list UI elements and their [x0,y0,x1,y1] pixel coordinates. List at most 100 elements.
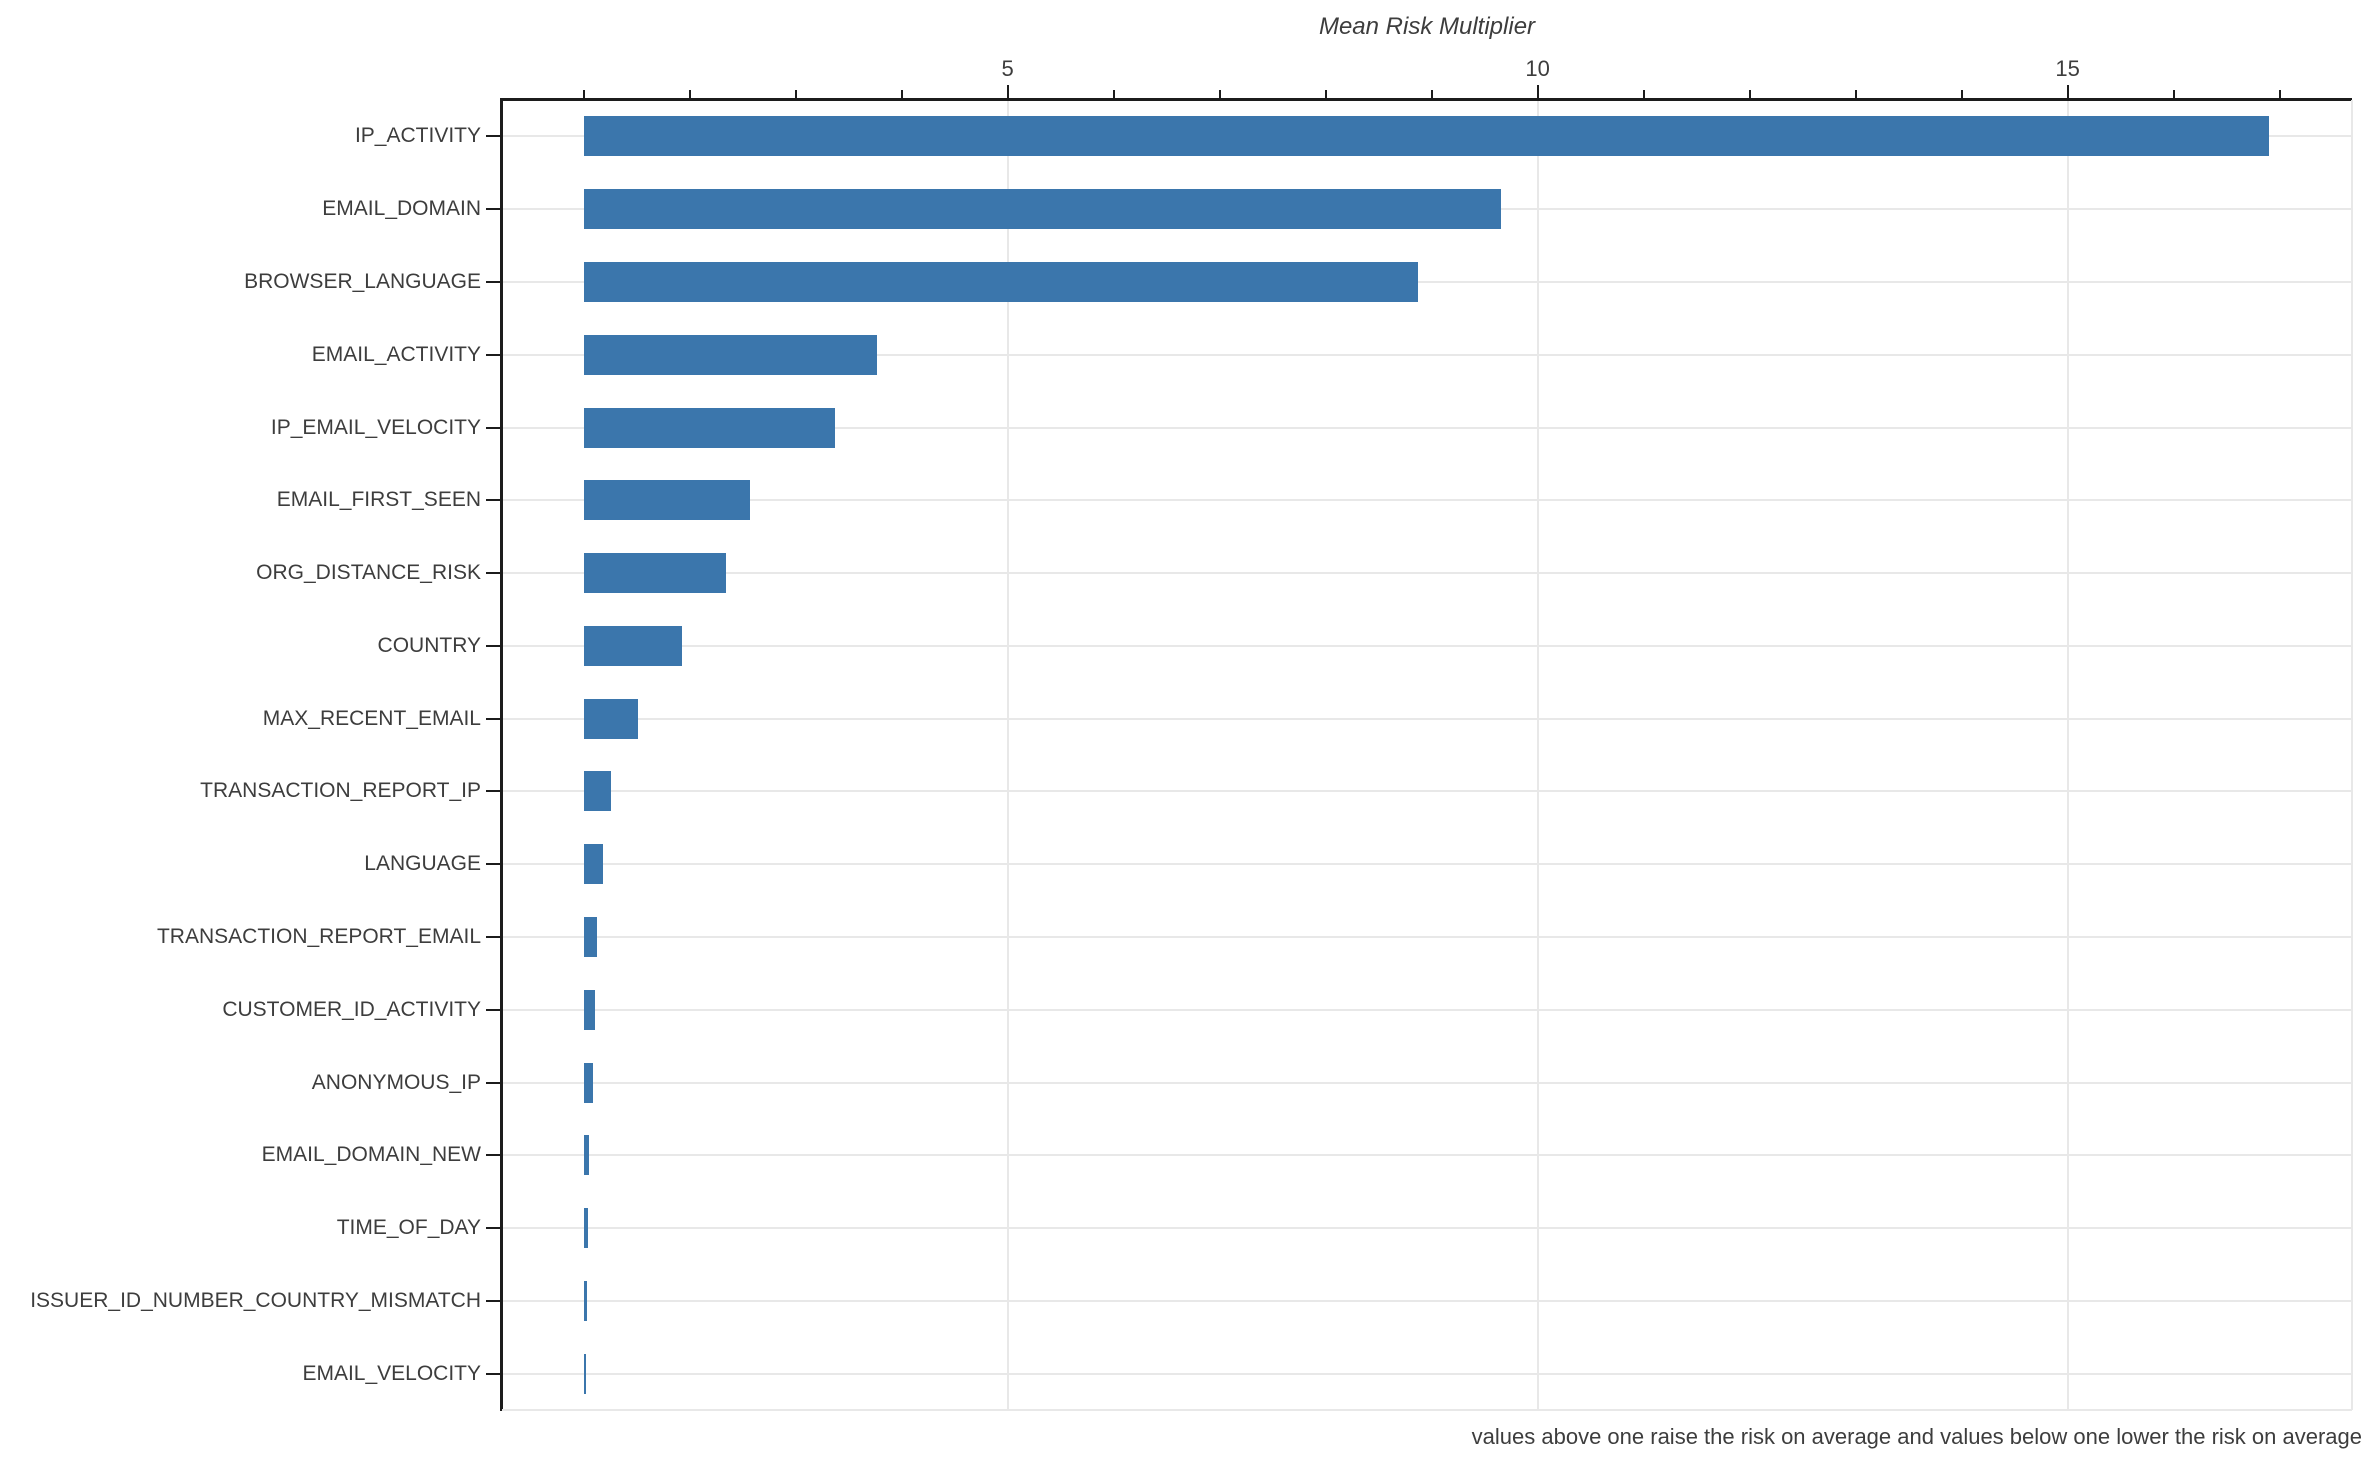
y-tick [486,935,502,938]
x-gridline [1536,100,1539,1410]
y-tick [486,572,502,575]
top-spine [500,98,2352,101]
x-tick [582,90,585,100]
x-tick [1218,90,1221,100]
y-tick [486,280,502,283]
bar [583,553,726,594]
x-gridline [1006,100,1009,1410]
y-tick [486,717,502,720]
category-label: BROWSER_LANGUAGE [244,269,481,293]
y-tick [486,208,502,211]
y-tick [486,863,502,866]
y-tick [486,426,502,429]
category-label: EMAIL_DOMAIN [322,197,481,221]
y-tick [486,644,502,647]
bar [583,334,878,375]
category-label: TRANSACTION_REPORT_IP [200,779,481,803]
x-tick [900,90,903,100]
bar [583,407,835,448]
bar [583,1280,587,1321]
x-tick-label: 10 [1525,56,1550,81]
y-tick [486,353,502,356]
bar [583,625,683,666]
x-tick [1006,85,1009,100]
x-tick [1324,90,1327,100]
y-gridline [502,935,2352,938]
bar [583,916,598,957]
category-label: IP_EMAIL_VELOCITY [270,415,481,439]
bar [583,1208,588,1249]
x-tick-label: 5 [1001,56,1014,81]
bar [583,116,2269,157]
y-tick [486,1154,502,1157]
y-tick [486,1008,502,1011]
bar [583,989,596,1030]
bar [583,698,638,739]
bar [583,480,751,521]
y-gridline [502,1081,2352,1084]
bar [583,189,1501,230]
y-tick [486,135,502,138]
category-label: MAX_RECENT_EMAIL [262,706,481,730]
bar [583,1353,586,1394]
x-tick [794,90,797,100]
chart-caption: values above one raise the risk on avera… [1471,1424,2362,1449]
y-gridline [502,1227,2352,1230]
y-gridline [502,790,2352,793]
y-gridline [502,572,2352,575]
y-gridline [502,1154,2352,1157]
y-tick [486,499,502,502]
bar [583,261,1418,302]
y-gridline [502,644,2352,647]
x-tick [2278,90,2281,100]
y-gridline [502,863,2352,866]
x-gridline [2066,100,2069,1410]
category-label: CUSTOMER_ID_ACTIVITY [222,997,481,1021]
category-label: ANONYMOUS_IP [311,1070,481,1094]
y-tick [486,1227,502,1230]
x-tick [1536,85,1539,100]
right-spine [2351,100,2353,1410]
y-gridline [502,1299,2352,1302]
x-tick [1960,90,1963,100]
left-spine [500,98,503,1411]
category-label: ORG_DISTANCE_RISK [256,561,481,585]
category-label: EMAIL_FIRST_SEEN [276,488,481,512]
y-gridline [502,426,2352,429]
y-gridline [502,280,2352,283]
x-tick [1854,90,1857,100]
category-label: TRANSACTION_REPORT_EMAIL [156,924,481,948]
y-tick [486,1299,502,1302]
category-label: ISSUER_ID_NUMBER_COUNTRY_MISMATCH [30,1288,481,1312]
category-label: COUNTRY [377,633,481,657]
x-tick [1112,90,1115,100]
x-tick [688,90,691,100]
y-gridline [502,717,2352,720]
y-tick [486,1372,502,1375]
bar [583,771,612,812]
x-tick [1748,90,1751,100]
x-tick-label: 15 [2055,56,2080,81]
category-label: TIME_OF_DAY [336,1216,481,1240]
category-label: EMAIL_VELOCITY [302,1361,481,1385]
category-label: IP_ACTIVITY [354,124,481,148]
x-tick [2172,90,2175,100]
x-tick [1430,90,1433,100]
y-tick [486,790,502,793]
y-gridline [502,1372,2352,1375]
bar [583,1135,589,1176]
bar [583,1062,594,1103]
category-label: LANGUAGE [364,852,481,876]
chart-title: Mean Risk Multiplier [1318,13,1536,40]
y-gridline [502,353,2352,356]
y-tick [486,1081,502,1084]
category-label: EMAIL_ACTIVITY [311,342,481,366]
y-gridline [502,499,2352,502]
bar [583,844,603,885]
x-tick [2066,85,2069,100]
y-gridline [502,1008,2352,1011]
x-tick [1642,90,1645,100]
bottom-spine [502,1409,2352,1411]
category-label: EMAIL_DOMAIN_NEW [261,1143,481,1167]
